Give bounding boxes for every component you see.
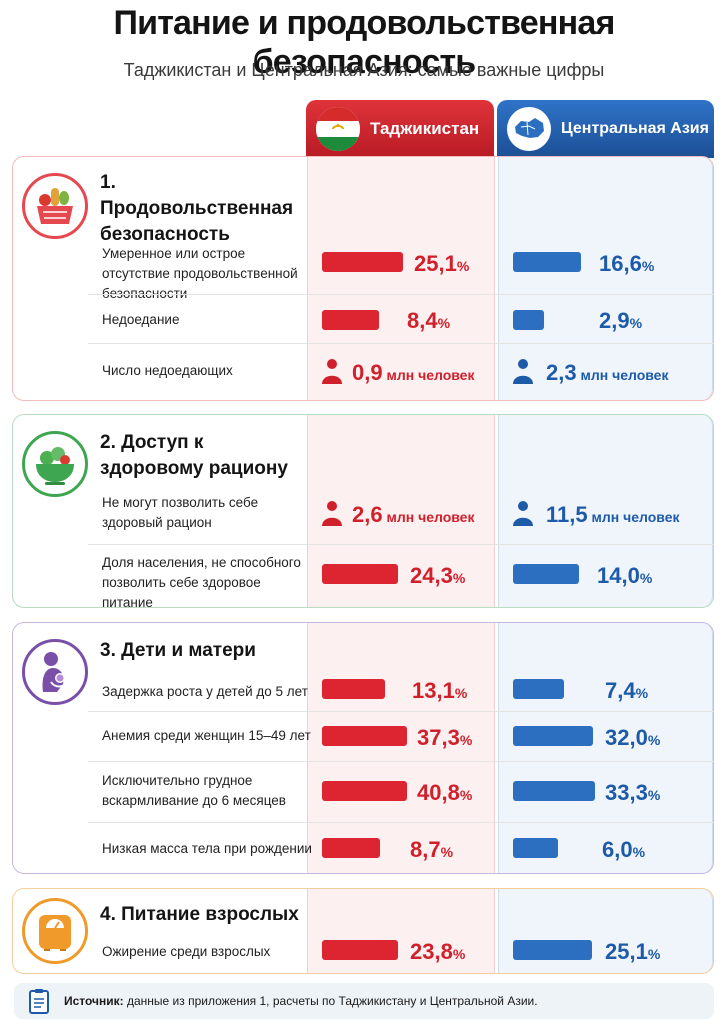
value-tj-low-birth-weight: 8,7%: [410, 837, 454, 862]
document-icon: [29, 989, 49, 1014]
column-header-central-asia: Центральная Азия: [497, 100, 714, 158]
tajikistan-flag-icon: [316, 107, 360, 151]
value-tj-cannot-afford-count: 2,6 млн человек: [352, 502, 475, 527]
bar-tj-cannot-afford-share: [322, 564, 398, 584]
row-label-undernourishment: Недоедание: [102, 312, 180, 327]
value-tj-undernourishment: 8,4%: [407, 308, 451, 333]
row-label-food-insecurity: Умеренное или острое отсутствие продовол…: [102, 246, 298, 301]
row-separator: [88, 343, 714, 344]
row-separator: [88, 544, 714, 545]
bar-ca-obesity: [513, 940, 592, 960]
tajikistan-column-bg: [307, 623, 495, 873]
row-label-low-birth-weight: Низкая масса тела при рождении: [102, 841, 312, 856]
value-ca-cannot-afford-count: 11,5 млн человек: [546, 502, 680, 527]
value-ca-stunting: 7,4%: [605, 678, 649, 703]
bar-tj-breastfeeding: [322, 781, 407, 801]
tajikistan-column-bg: [307, 889, 495, 973]
bar-tj-anemia: [322, 726, 407, 746]
value-tj-undernourished-count: 0,9 млн человек: [352, 360, 475, 385]
tajikistan-column-bg: [307, 157, 495, 400]
value-ca-obesity: 25,1%: [605, 939, 661, 964]
bar-ca-food-insecurity: [513, 252, 581, 272]
bar-ca-low-birth-weight: [513, 838, 558, 858]
person-icon: [513, 501, 533, 526]
value-ca-anemia: 32,0%: [605, 725, 661, 750]
row-separator: [88, 711, 714, 712]
bar-ca-breastfeeding: [513, 781, 595, 801]
page-subtitle: Таджикистан и Центральная Азия: самые ва…: [123, 60, 605, 80]
bar-tj-stunting: [322, 679, 385, 699]
column-header-tajikistan: Таджикистан: [306, 100, 494, 158]
value-tj-breastfeeding: 40,8%: [417, 780, 473, 805]
person-icon: [322, 501, 342, 526]
value-tj-anemia: 37,3%: [417, 725, 473, 750]
source-note: Источник: данные из приложения 1, расчет…: [14, 983, 714, 1019]
section-title-food-security: 1. Продовольственная безопасность: [100, 172, 294, 245]
value-ca-undernourishment: 2,9%: [599, 308, 643, 333]
page-title: Питание и продовольственная безопасность: [113, 4, 615, 81]
value-ca-breastfeeding: 33,3%: [605, 780, 661, 805]
row-label-anemia: Анемия среди женщин 15–49 лет: [102, 728, 311, 743]
value-tj-cannot-afford-share: 24,3%: [410, 563, 466, 588]
source-text: Источник: данные из приложения 1, расчет…: [64, 994, 538, 1008]
section-food-security: [12, 156, 714, 401]
row-label-cannot-afford-count: Не могут позволить себе здоровый рацион: [102, 495, 259, 530]
row-label-cannot-afford-share: Доля населения, не способного позволить …: [102, 555, 301, 610]
person-icon: [322, 359, 342, 384]
bar-tj-food-insecurity: [322, 252, 403, 272]
person-icon: [513, 359, 533, 384]
row-separator: [88, 822, 714, 823]
salad-bowl-icon: [22, 431, 88, 497]
value-tj-obesity: 23,8%: [410, 939, 466, 964]
bar-tj-obesity: [322, 940, 398, 960]
scale-icon: [22, 898, 88, 964]
bar-tj-low-birth-weight: [322, 838, 380, 858]
row-label-breastfeeding: Исключительно грудное вскармливание до 6…: [102, 773, 286, 808]
bar-ca-stunting: [513, 679, 564, 699]
central-asia-map-icon: [507, 107, 551, 151]
central-asia-column-bg: [498, 157, 713, 400]
bar-ca-cannot-afford-share: [513, 564, 579, 584]
food-basket-icon: [22, 173, 88, 239]
bar-ca-anemia: [513, 726, 593, 746]
row-separator: [88, 294, 714, 295]
row-separator: [88, 761, 714, 762]
value-tj-stunting: 13,1%: [412, 678, 468, 703]
value-ca-undernourished-count: 2,3 млн человек: [546, 360, 669, 385]
value-ca-low-birth-weight: 6,0%: [602, 837, 646, 862]
column-label-central-asia: Центральная Азия: [561, 120, 709, 137]
row-label-undernourished-count: Число недоедающих: [102, 363, 233, 378]
column-label-tajikistan: Таджикистан: [370, 119, 480, 138]
section-children-mothers: [12, 622, 714, 874]
value-ca-food-insecurity: 16,6%: [599, 251, 655, 276]
value-ca-cannot-afford-share: 14,0%: [597, 563, 653, 588]
section-title-children-mothers: 3. Дети и матери: [100, 640, 256, 661]
central-asia-column-bg: [498, 623, 713, 873]
row-label-stunting: Задержка роста у детей до 5 лет: [102, 684, 308, 699]
section-title-healthy-diet-access: 2. Доступ к здоровому рациону: [100, 432, 288, 479]
bar-tj-undernourishment: [322, 310, 379, 330]
bar-ca-undernourishment: [513, 310, 544, 330]
row-label-obesity: Ожирение среди взрослых: [102, 944, 271, 959]
section-title-adult-nutrition: 4. Питание взрослых: [100, 904, 299, 925]
mother-child-icon: [22, 639, 88, 705]
value-tj-food-insecurity: 25,1%: [414, 251, 470, 276]
